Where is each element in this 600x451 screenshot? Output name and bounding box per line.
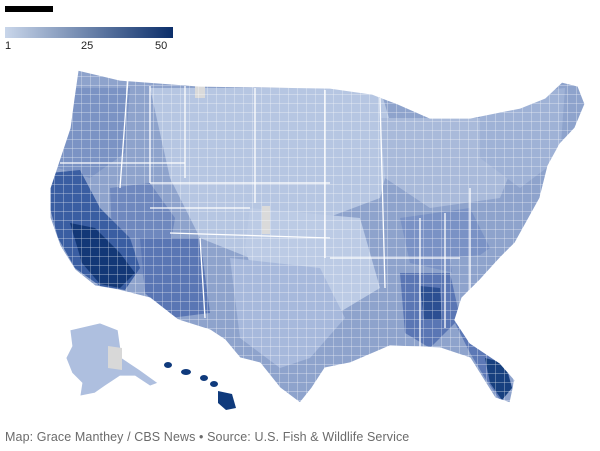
legend-gradient-bar bbox=[5, 27, 173, 38]
legend-mid-label: 25 bbox=[81, 40, 94, 52]
state-borders bbox=[60, 77, 471, 358]
no-data-patch-alaska bbox=[108, 346, 122, 370]
color-legend: 1 25 50 bbox=[5, 27, 173, 54]
legend-max-label: 50 bbox=[155, 40, 168, 52]
credit-line: Map: Grace Manthey / CBS News • Source: … bbox=[5, 430, 410, 444]
hawaii bbox=[164, 362, 236, 410]
header-accent-bar bbox=[5, 6, 53, 12]
us-county-map bbox=[0, 58, 600, 413]
legend-labels: 1 25 50 bbox=[5, 40, 173, 54]
alaska bbox=[65, 322, 159, 397]
map-svg bbox=[49, 69, 586, 410]
legend-min-label: 1 bbox=[5, 40, 12, 52]
